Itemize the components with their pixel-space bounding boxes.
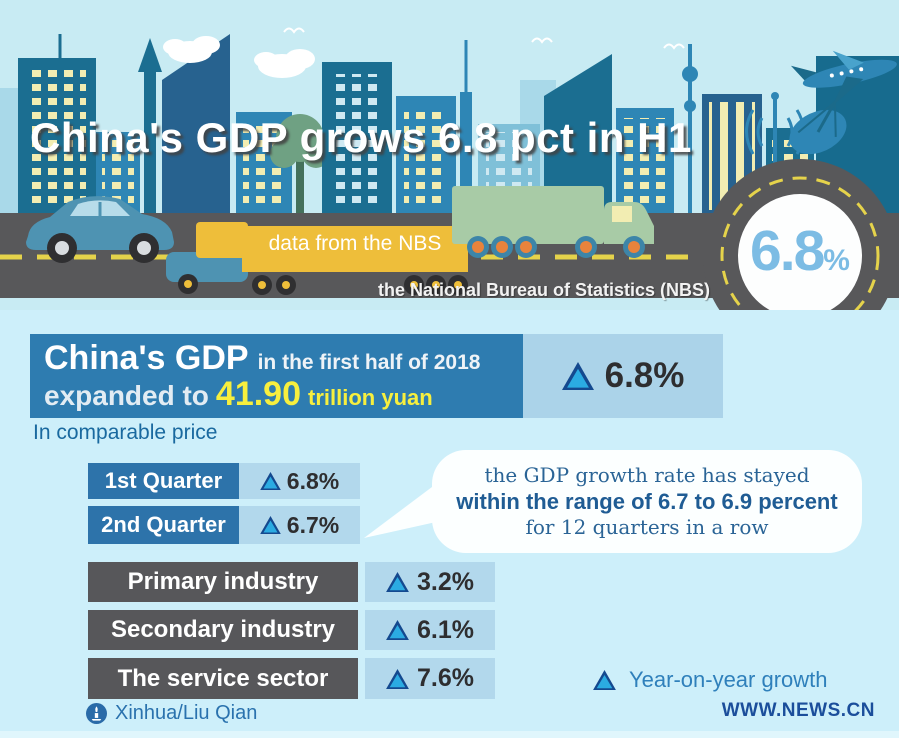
gdp-growth-panel: 6.8%	[523, 334, 723, 418]
industry-row: Secondary industry 6.1%	[88, 610, 495, 650]
industry-label: Primary industry	[88, 562, 358, 602]
xinhua-logo-icon	[86, 703, 107, 724]
site-url: WWW.NEWS.CN	[721, 700, 875, 721]
comparable-price-note: In comparable price	[33, 421, 218, 444]
cargo-truck-illustration	[452, 186, 654, 258]
growth-triangle-icon	[259, 516, 281, 534]
road-caption: the National Bureau of Statistics (NBS)	[377, 280, 710, 300]
growth-triangle-icon	[259, 472, 281, 490]
callout-tail	[364, 484, 436, 538]
car-illustration	[26, 196, 174, 263]
growth-triangle-icon	[561, 362, 594, 390]
airplane-icon	[790, 50, 897, 107]
gdp-growth-value: 6.8%	[604, 356, 685, 395]
quarter-value: 6.7%	[239, 506, 360, 544]
gdp-amount: 41.90	[215, 375, 302, 413]
page-title: China's GDP grows 6.8 pct in H1	[30, 114, 692, 161]
growth-triangle-icon	[386, 572, 409, 592]
callout-line-3: for 12 quarters in a row	[525, 515, 769, 540]
legend: Year-on-year growth	[593, 667, 828, 693]
gdp-expanded-text: expanded to	[44, 380, 209, 411]
birds-icon	[283, 27, 685, 50]
quarter-label: 1st Quarter	[88, 463, 239, 499]
industry-row: The service sector 7.6%	[88, 658, 495, 699]
quarter-row: 1st Quarter 6.8%	[88, 463, 360, 499]
credit-line: Xinhua/Liu Qian	[86, 702, 257, 725]
gdp-headline-main: China's GDP in the first half of 2018 exp…	[30, 334, 523, 418]
gdp-amount-unit: trillion yuan	[308, 385, 433, 410]
cloud	[163, 36, 315, 78]
industry-label: Secondary industry	[88, 610, 358, 650]
growth-triangle-icon	[593, 670, 616, 690]
industry-label: The service sector	[88, 658, 358, 699]
growth-triangle-icon	[386, 620, 409, 640]
gdp-headline-block: China's GDP in the first half of 2018 exp…	[30, 334, 723, 418]
quarter-value: 6.8%	[239, 463, 360, 499]
industry-row: Primary industry 3.2%	[88, 562, 495, 602]
truck-illustration	[166, 222, 468, 295]
growth-triangle-icon	[386, 668, 409, 689]
legend-label: Year-on-year growth	[629, 667, 828, 692]
callout-line-2: within the range of 6.7 to 6.9 percent	[456, 488, 838, 514]
bottom-strip	[0, 731, 899, 738]
quarter-row: 2nd Quarter 6.7%	[88, 506, 360, 544]
truck-banner-label: data from the NBS	[268, 232, 442, 255]
gdp-period-text: in the first half of 2018	[257, 351, 481, 374]
industry-value: 3.2%	[365, 562, 495, 602]
gdp-range-callout: the GDP growth rate has stayed within th…	[432, 450, 862, 553]
credit-text: Xinhua/Liu Qian	[115, 702, 258, 724]
gdp-lead-text: China's GDP	[44, 339, 249, 377]
quarter-label: 2nd Quarter	[88, 506, 239, 544]
city-skyline-illustration	[0, 0, 899, 310]
roundabout-value: 6.8%	[750, 219, 850, 283]
callout-line-1: the GDP growth rate has stayed	[484, 462, 810, 487]
industry-value: 7.6%	[365, 658, 495, 699]
industry-value: 6.1%	[365, 610, 495, 650]
roundabout-circle	[703, 159, 897, 310]
